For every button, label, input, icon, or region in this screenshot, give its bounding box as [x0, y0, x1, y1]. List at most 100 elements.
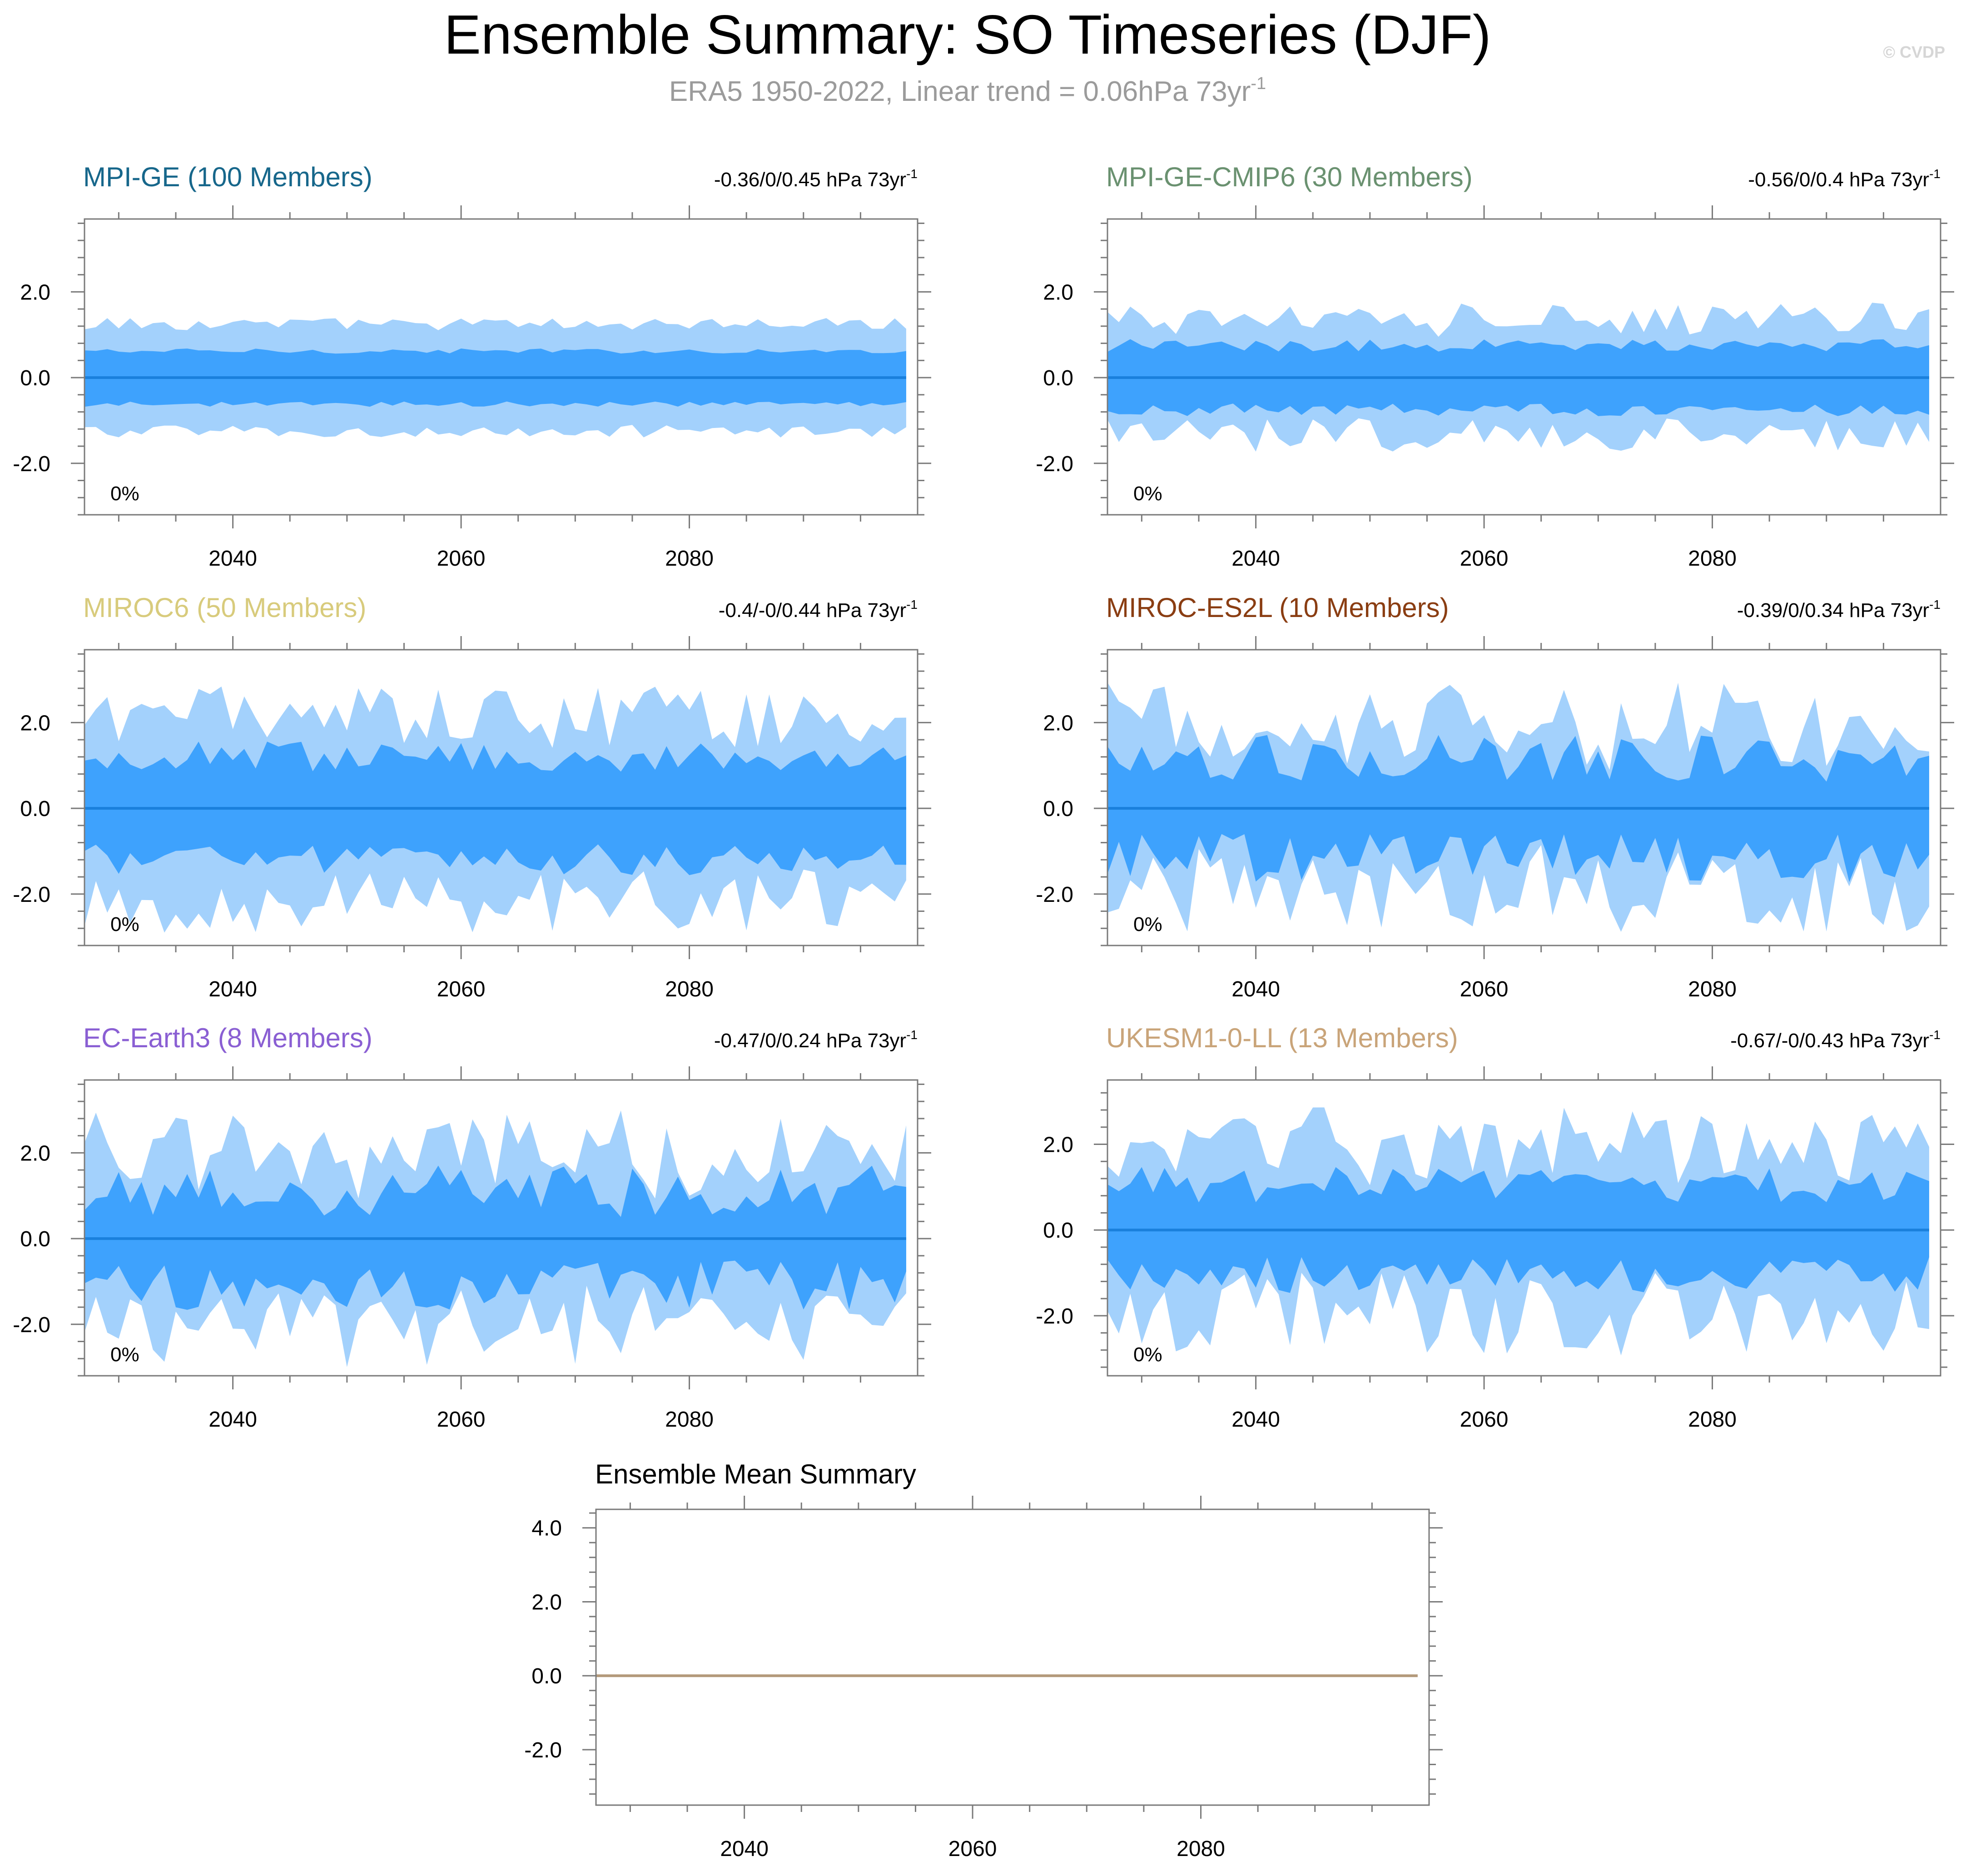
- y-tick-label: 0.0: [531, 1664, 562, 1688]
- percent-label: 0%: [110, 913, 139, 936]
- chart-panel-1: MPI-GE (100 Members) -0.36/0/0.45 hPa 73y…: [13, 162, 931, 571]
- plot-frame: [1107, 1079, 1941, 1377]
- y-tick-label: 4.0: [531, 1517, 562, 1541]
- x-tick-label: 2040: [1231, 977, 1280, 1001]
- y-tick-label: 0.0: [20, 366, 50, 390]
- trend-label-superscript: -1: [1929, 1028, 1941, 1042]
- x-tick-label: 2080: [665, 1408, 714, 1432]
- trend-label-superscript: -1: [906, 597, 918, 612]
- plot-area: [84, 318, 906, 438]
- axis-ticks: [582, 1496, 1443, 1819]
- chart-panel-6: UKESM1-0-LL (13 Members) -0.67/-0/0.43 hP…: [1036, 1023, 1954, 1432]
- figure-subtitle-superscript: -1: [1251, 74, 1266, 93]
- axis-ticks: [71, 636, 931, 959]
- figure-subtitle-text: ERA5 1950-2022, Linear trend = 0.06hPa 7…: [669, 76, 1251, 107]
- y-tick-label: -2.0: [1036, 452, 1073, 476]
- trend-label-text: -0.4/-0/0.44 hPa 73yr: [719, 599, 906, 622]
- panel-title: MPI-GE (100 Members): [83, 162, 372, 192]
- panel-title: MIROC-ES2L (10 Members): [1106, 592, 1449, 623]
- x-tick-label: 2040: [209, 1408, 257, 1432]
- percent-label: 0%: [1133, 913, 1162, 936]
- y-tick-label: 2.0: [20, 711, 50, 735]
- y-tick-label: 2.0: [1043, 280, 1073, 304]
- panels: MPI-GE (100 Members) -0.36/0/0.45 hPa 73y…: [13, 162, 1954, 1861]
- x-tick-label: 2060: [1460, 547, 1509, 571]
- plot-frame: [84, 1079, 918, 1377]
- x-tick-label: 2040: [209, 977, 257, 1001]
- x-tick-label: 2080: [665, 977, 714, 1001]
- y-tick-label: 0.0: [1043, 366, 1073, 390]
- x-tick-label: 2060: [948, 1837, 997, 1861]
- trend-label-text: -0.39/0/0.34 hPa 73yr: [1737, 599, 1929, 622]
- x-tick-label: 2060: [437, 547, 486, 571]
- copyright-label: © CVDP: [1883, 43, 1945, 61]
- panel-title: Ensemble Mean Summary: [595, 1459, 916, 1489]
- axis-ticks: [1094, 1066, 1954, 1389]
- trend-label-text: -0.67/-0/0.43 hPa 73yr: [1730, 1030, 1929, 1052]
- y-tick-label: 0.0: [1043, 797, 1073, 821]
- x-tick-label: 2040: [209, 547, 257, 571]
- y-tick-label: 2.0: [20, 1141, 50, 1165]
- y-tick-label: -2.0: [13, 1313, 50, 1337]
- percent-label: 0%: [110, 1344, 139, 1366]
- plot-frame: [84, 649, 918, 946]
- trend-label-text: -0.47/0/0.24 hPa 73yr: [714, 1030, 906, 1052]
- x-tick-label: 2080: [1688, 547, 1737, 571]
- x-tick-label: 2080: [1688, 977, 1737, 1001]
- y-tick-label: 2.0: [531, 1590, 562, 1614]
- plot-area: [84, 687, 906, 933]
- x-tick-label: 2040: [1231, 1408, 1280, 1432]
- plot-area: [1107, 303, 1929, 452]
- trend-label-text: -0.56/0/0.4 hPa 73yr: [1748, 169, 1929, 191]
- chart-panel-5: EC-Earth3 (8 Members) -0.47/0/0.24 hPa 73…: [13, 1023, 931, 1432]
- plot-frame: [595, 1508, 1430, 1806]
- axis-ticks: [1094, 205, 1954, 528]
- y-tick-label: -2.0: [1036, 1304, 1073, 1329]
- x-tick-label: 2080: [1177, 1837, 1225, 1861]
- percent-label: 0%: [1133, 483, 1162, 505]
- x-tick-label: 2040: [1231, 547, 1280, 571]
- panel-title: UKESM1-0-LL (13 Members): [1106, 1023, 1458, 1053]
- trend-label-superscript: -1: [906, 167, 918, 181]
- trend-label: -0.47/0/0.24 hPa 73yr-1: [714, 1028, 918, 1052]
- trend-label: -0.4/-0/0.44 hPa 73yr-1: [719, 597, 918, 622]
- y-tick-label: 0.0: [20, 797, 50, 821]
- x-tick-label: 2040: [720, 1837, 769, 1861]
- plot-frame: [1107, 649, 1941, 946]
- chart-panel-3: MIROC6 (50 Members) -0.4/-0/0.44 hPa 73yr…: [13, 592, 931, 1001]
- percent-label: 0%: [1133, 1344, 1162, 1366]
- x-tick-label: 2060: [437, 977, 486, 1001]
- chart-panel-2: MPI-GE-CMIP6 (30 Members) -0.56/0/0.4 hPa…: [1036, 162, 1954, 571]
- trend-label-text: -0.36/0/0.45 hPa 73yr: [714, 169, 906, 191]
- x-tick-label: 2060: [1460, 977, 1509, 1001]
- y-tick-label: -2.0: [524, 1738, 562, 1762]
- axis-ticks: [1094, 636, 1954, 959]
- x-tick-label: 2080: [665, 547, 714, 571]
- figure-subtitle: ERA5 1950-2022, Linear trend = 0.06hPa 7…: [669, 74, 1266, 107]
- y-tick-label: 0.0: [1043, 1219, 1073, 1243]
- trend-label: -0.39/0/0.34 hPa 73yr-1: [1737, 597, 1941, 622]
- plot-area: [1107, 1107, 1929, 1356]
- y-tick-label: -2.0: [13, 452, 50, 476]
- chart-panel-7: Ensemble Mean Summary 2040 2060 2080 4.0 2.0 0…: [524, 1459, 1443, 1861]
- y-tick-label: -2.0: [13, 883, 50, 907]
- plot-area: [1107, 682, 1929, 932]
- panel-title: MIROC6 (50 Members): [83, 592, 366, 623]
- x-tick-label: 2060: [437, 1408, 486, 1432]
- panel-title: MPI-GE-CMIP6 (30 Members): [1106, 162, 1473, 192]
- plot-frame: [84, 218, 918, 516]
- chart-panel-4: MIROC-ES2L (10 Members) -0.39/0/0.34 hPa …: [1036, 592, 1954, 1001]
- panel-title: EC-Earth3 (8 Members): [83, 1023, 372, 1053]
- x-tick-label: 2080: [1688, 1408, 1737, 1432]
- y-tick-label: -2.0: [1036, 883, 1073, 907]
- y-tick-label: 2.0: [1043, 1133, 1073, 1157]
- percent-label: 0%: [110, 483, 139, 505]
- trend-label-superscript: -1: [906, 1028, 918, 1042]
- trend-label-superscript: -1: [1929, 597, 1941, 612]
- y-tick-label: 2.0: [1043, 711, 1073, 735]
- y-tick-label: 2.0: [20, 280, 50, 304]
- trend-label: -0.56/0/0.4 hPa 73yr-1: [1748, 167, 1941, 191]
- x-tick-label: 2060: [1460, 1408, 1509, 1432]
- y-tick-label: 0.0: [20, 1227, 50, 1251]
